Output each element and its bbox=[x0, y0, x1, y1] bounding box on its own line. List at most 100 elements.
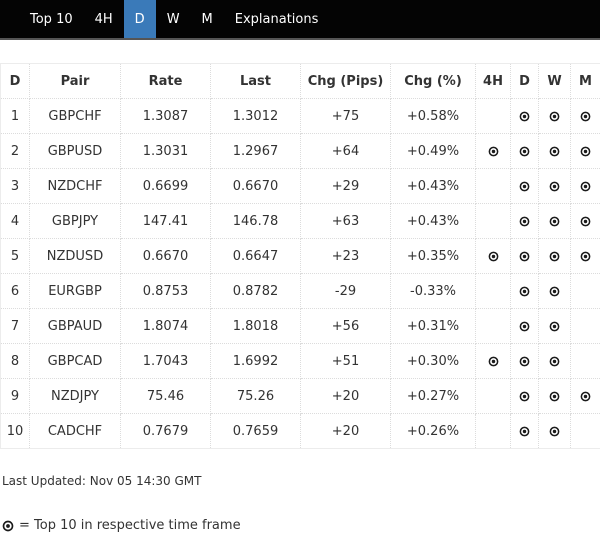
rate-cell: 147.41 bbox=[120, 203, 211, 239]
table-header-row: D Pair Rate Last Chg (Pips) Chg (%) 4H D W M bbox=[0, 63, 600, 99]
last-cell: 146.78 bbox=[210, 203, 301, 239]
nav-tab-m[interactable]: M bbox=[201, 11, 213, 27]
nav-tab-w[interactable]: W bbox=[166, 11, 180, 27]
timeframe-cell-w bbox=[538, 378, 571, 414]
bullseye-icon bbox=[488, 251, 498, 261]
rank-cell: 10 bbox=[0, 413, 30, 449]
timeframe-cell-d bbox=[510, 308, 539, 344]
rank-cell: 5 bbox=[0, 238, 30, 274]
nav-tab-d[interactable]: D bbox=[123, 0, 156, 38]
pair-cell[interactable]: EURGBP bbox=[29, 273, 121, 309]
bullseye-icon bbox=[519, 286, 530, 296]
last-cell: 0.6647 bbox=[210, 238, 301, 274]
rank-cell: 2 bbox=[0, 133, 30, 169]
rate-cell: 1.8074 bbox=[120, 308, 211, 344]
rate-cell: 0.8753 bbox=[120, 273, 211, 309]
bullseye-icon bbox=[549, 356, 560, 366]
bullseye-icon bbox=[519, 146, 530, 156]
bullseye-icon bbox=[580, 181, 591, 191]
column-header: D bbox=[510, 63, 539, 99]
column-header: 4H bbox=[475, 63, 511, 99]
bullseye-icon bbox=[519, 426, 530, 436]
pair-cell[interactable]: GBPCHF bbox=[29, 98, 121, 134]
table-row: 4 GBPJPY 147.41 146.78 +63 +0.43% bbox=[0, 203, 600, 239]
timeframe-cell-w bbox=[538, 98, 571, 134]
top-nav: Top 10 4H D W M Explanations bbox=[0, 0, 600, 40]
nav-tab-4h[interactable]: 4H bbox=[94, 11, 113, 27]
last-updated-text: Last Updated: Nov 05 14:30 GMT bbox=[2, 474, 202, 488]
pair-cell[interactable]: CADCHF bbox=[29, 413, 121, 449]
timeframe-cell-m bbox=[570, 203, 600, 239]
bullseye-icon bbox=[580, 216, 591, 226]
nav-tab-top-10[interactable]: Top 10 bbox=[30, 11, 73, 27]
chg-pips-cell: +63 bbox=[300, 203, 391, 239]
chg-pct-cell: -0.33% bbox=[390, 273, 476, 309]
pair-cell[interactable]: GBPCAD bbox=[29, 343, 121, 379]
nav-tab-explanations[interactable]: Explanations bbox=[234, 11, 319, 27]
last-cell: 1.6992 bbox=[210, 343, 301, 379]
bullseye-icon bbox=[2, 520, 14, 531]
rank-cell: 4 bbox=[0, 203, 30, 239]
column-header: W bbox=[538, 63, 571, 99]
timeframe-cell-d bbox=[510, 203, 539, 239]
bullseye-icon bbox=[519, 216, 530, 226]
last-cell: 0.7659 bbox=[210, 413, 301, 449]
bullseye-icon bbox=[580, 146, 591, 156]
rate-cell: 1.3031 bbox=[120, 133, 211, 169]
table-row: 10 CADCHF 0.7679 0.7659 +20 +0.26% bbox=[0, 413, 600, 449]
bullseye-icon bbox=[549, 111, 560, 121]
chg-pct-cell: +0.30% bbox=[390, 343, 476, 379]
timeframe-cell-h4 bbox=[475, 203, 511, 239]
timeframe-cell-d bbox=[510, 343, 539, 379]
timeframe-cell-h4 bbox=[475, 413, 511, 449]
column-header: M bbox=[570, 63, 600, 99]
pair-cell[interactable]: GBPAUD bbox=[29, 308, 121, 344]
table-row: 9 NZDJPY 75.46 75.26 +20 +0.27% bbox=[0, 378, 600, 414]
timeframe-cell-h4 bbox=[475, 133, 511, 169]
column-header: Last bbox=[210, 63, 301, 99]
column-header: Pair bbox=[29, 63, 121, 99]
column-header: Chg (%) bbox=[390, 63, 476, 99]
pair-cell[interactable]: NZDUSD bbox=[29, 238, 121, 274]
pair-cell[interactable]: NZDCHF bbox=[29, 168, 121, 204]
bullseye-icon bbox=[519, 321, 530, 331]
pair-cell[interactable]: GBPJPY bbox=[29, 203, 121, 239]
last-cell: 75.26 bbox=[210, 378, 301, 414]
chg-pips-cell: +75 bbox=[300, 98, 391, 134]
bullseye-icon bbox=[519, 181, 530, 191]
bullseye-icon bbox=[549, 426, 560, 436]
timeframe-cell-w bbox=[538, 133, 571, 169]
table-row: 8 GBPCAD 1.7043 1.6992 +51 +0.30% bbox=[0, 343, 600, 379]
rank-cell: 3 bbox=[0, 168, 30, 204]
chg-pips-cell: +64 bbox=[300, 133, 391, 169]
table-row: 5 NZDUSD 0.6670 0.6647 +23 +0.35% bbox=[0, 238, 600, 274]
bullseye-icon bbox=[549, 286, 560, 296]
chg-pct-cell: +0.49% bbox=[390, 133, 476, 169]
pair-cell[interactable]: GBPUSD bbox=[29, 133, 121, 169]
timeframe-cell-w bbox=[538, 238, 571, 274]
timeframe-cell-d bbox=[510, 98, 539, 134]
rank-cell: 9 bbox=[0, 378, 30, 414]
timeframe-cell-h4 bbox=[475, 273, 511, 309]
timeframe-cell-m bbox=[570, 273, 600, 309]
rate-cell: 0.6670 bbox=[120, 238, 211, 274]
chg-pips-cell: +51 bbox=[300, 343, 391, 379]
chg-pct-cell: +0.43% bbox=[390, 168, 476, 204]
timeframe-cell-d bbox=[510, 133, 539, 169]
last-cell: 1.3012 bbox=[210, 98, 301, 134]
chg-pips-cell: -29 bbox=[300, 273, 391, 309]
bullseye-icon bbox=[549, 181, 560, 191]
chg-pips-cell: +23 bbox=[300, 238, 391, 274]
timeframe-cell-d bbox=[510, 238, 539, 274]
pair-cell[interactable]: NZDJPY bbox=[29, 378, 121, 414]
legend-text: = Top 10 in respective time frame bbox=[19, 518, 241, 533]
bullseye-icon bbox=[580, 251, 591, 261]
bullseye-icon bbox=[488, 146, 498, 156]
table-row: 1 GBPCHF 1.3087 1.3012 +75 +0.58% bbox=[0, 98, 600, 134]
timeframe-cell-m bbox=[570, 238, 600, 274]
chg-pct-cell: +0.43% bbox=[390, 203, 476, 239]
bullseye-icon bbox=[519, 111, 530, 121]
table-row: 7 GBPAUD 1.8074 1.8018 +56 +0.31% bbox=[0, 308, 600, 344]
chg-pct-cell: +0.35% bbox=[390, 238, 476, 274]
bullseye-icon bbox=[519, 251, 530, 261]
